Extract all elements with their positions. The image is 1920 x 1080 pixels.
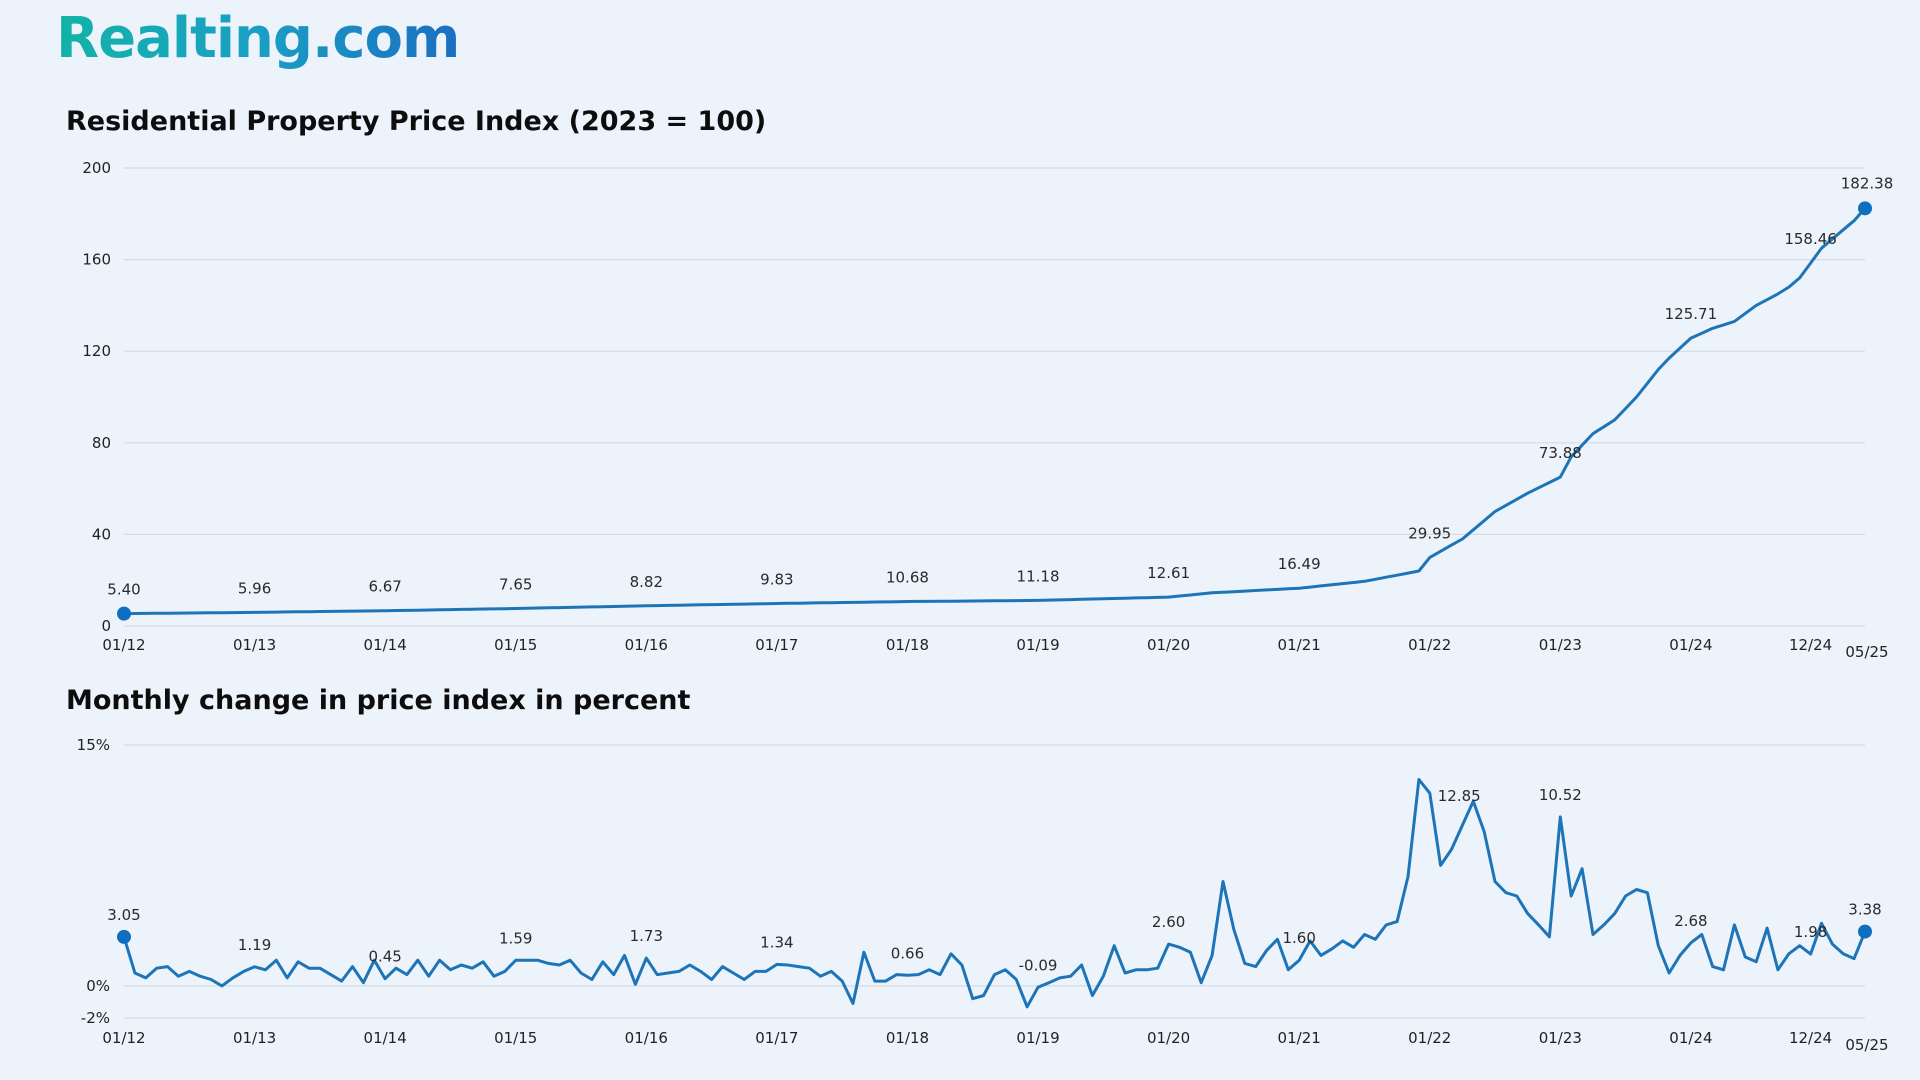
monthly-change-chart-title: Monthly change in price index in percent bbox=[66, 685, 691, 716]
x-tick-label: 12/24 bbox=[1789, 636, 1832, 654]
monthly-change-line bbox=[122, 778, 1867, 1009]
x-tick-label: 01/24 bbox=[1669, 636, 1712, 654]
data-label: 73.88 bbox=[1539, 444, 1582, 462]
data-label: 12.61 bbox=[1147, 564, 1190, 582]
x-tick-label: 12/24 bbox=[1789, 1029, 1832, 1047]
price-index-line bbox=[122, 206, 1867, 616]
x-tick-label: 01/18 bbox=[886, 1029, 929, 1047]
data-label: 16.49 bbox=[1278, 555, 1321, 573]
data-label: 2.60 bbox=[1152, 913, 1185, 931]
x-tick-label: 01/20 bbox=[1147, 1029, 1190, 1047]
x-tick-label: 01/23 bbox=[1539, 1029, 1582, 1047]
data-label: 10.68 bbox=[886, 569, 929, 587]
data-label: 8.82 bbox=[630, 573, 663, 591]
data-label: 5.96 bbox=[238, 579, 271, 597]
endpoint-marker bbox=[1858, 201, 1872, 216]
x-tick-label: 01/16 bbox=[625, 1029, 668, 1047]
data-label: 3.38 bbox=[1848, 901, 1881, 919]
realting-logo[interactable]: Realting.com bbox=[56, 6, 460, 71]
data-label: 0.45 bbox=[368, 948, 401, 966]
x-tick-label: 01/21 bbox=[1278, 1029, 1321, 1047]
x-tick-label: 01/17 bbox=[755, 636, 798, 654]
x-tick-label: 01/24 bbox=[1669, 1029, 1712, 1047]
x-tick-label: 01/22 bbox=[1408, 1029, 1451, 1047]
x-tick-label: 01/12 bbox=[102, 1029, 145, 1047]
data-label: 1.19 bbox=[238, 936, 271, 954]
data-label: 1.60 bbox=[1282, 929, 1315, 947]
data-label: 12.85 bbox=[1438, 787, 1481, 805]
y-tick-label: 80 bbox=[92, 434, 111, 452]
x-tick-label: 01/12 bbox=[102, 636, 145, 654]
data-label: 29.95 bbox=[1408, 524, 1451, 542]
x-tick-label: 05/25 bbox=[1845, 643, 1888, 661]
x-tick-label: 01/15 bbox=[494, 636, 537, 654]
x-tick-label: 01/18 bbox=[886, 636, 929, 654]
data-label: 0.66 bbox=[891, 944, 924, 962]
data-label: 5.40 bbox=[107, 581, 140, 599]
x-tick-label: 01/22 bbox=[1408, 636, 1451, 654]
x-tick-label: 01/19 bbox=[1016, 636, 1059, 654]
data-label: 1.98 bbox=[1794, 923, 1827, 941]
x-tick-label: 01/17 bbox=[755, 1029, 798, 1047]
data-label: 2.68 bbox=[1674, 912, 1707, 930]
x-tick-label: 01/13 bbox=[233, 636, 276, 654]
x-tick-label: 01/16 bbox=[625, 636, 668, 654]
data-label: 158.46 bbox=[1784, 230, 1837, 248]
x-tick-label: 01/13 bbox=[233, 1029, 276, 1047]
endpoint-marker bbox=[1858, 924, 1872, 939]
y-tick-label: 0 bbox=[101, 617, 111, 635]
data-label: -0.09 bbox=[1019, 956, 1058, 974]
y-tick-label: -2% bbox=[81, 1009, 110, 1027]
data-label: 6.67 bbox=[368, 578, 401, 596]
data-label: 1.59 bbox=[499, 929, 532, 947]
y-tick-label: 120 bbox=[82, 342, 111, 360]
data-label: 10.52 bbox=[1539, 786, 1582, 804]
x-tick-label: 01/19 bbox=[1016, 1029, 1059, 1047]
x-tick-label: 01/14 bbox=[364, 636, 407, 654]
data-label: 7.65 bbox=[499, 575, 532, 593]
data-label: 3.05 bbox=[107, 906, 140, 924]
x-tick-label: 01/15 bbox=[494, 1029, 537, 1047]
price-index-chart-title: Residential Property Price Index (2023 =… bbox=[66, 106, 767, 137]
y-tick-label: 200 bbox=[82, 159, 111, 177]
data-label: 9.83 bbox=[760, 570, 793, 588]
endpoint-marker bbox=[117, 929, 131, 944]
data-label: 1.34 bbox=[760, 933, 793, 951]
x-tick-label: 05/25 bbox=[1845, 1036, 1888, 1054]
data-label: 182.38 bbox=[1841, 174, 1894, 192]
endpoint-marker bbox=[117, 606, 131, 621]
x-tick-label: 01/21 bbox=[1278, 636, 1321, 654]
y-tick-label: 0% bbox=[86, 977, 110, 995]
data-label: 11.18 bbox=[1017, 567, 1060, 585]
y-tick-label: 160 bbox=[82, 251, 111, 269]
data-label: 125.71 bbox=[1665, 305, 1718, 323]
x-tick-label: 01/23 bbox=[1539, 636, 1582, 654]
x-tick-label: 01/20 bbox=[1147, 636, 1190, 654]
y-tick-label: 15% bbox=[77, 736, 110, 754]
data-label: 1.73 bbox=[630, 927, 663, 945]
x-tick-label: 01/14 bbox=[364, 1029, 407, 1047]
y-tick-label: 40 bbox=[92, 525, 111, 543]
